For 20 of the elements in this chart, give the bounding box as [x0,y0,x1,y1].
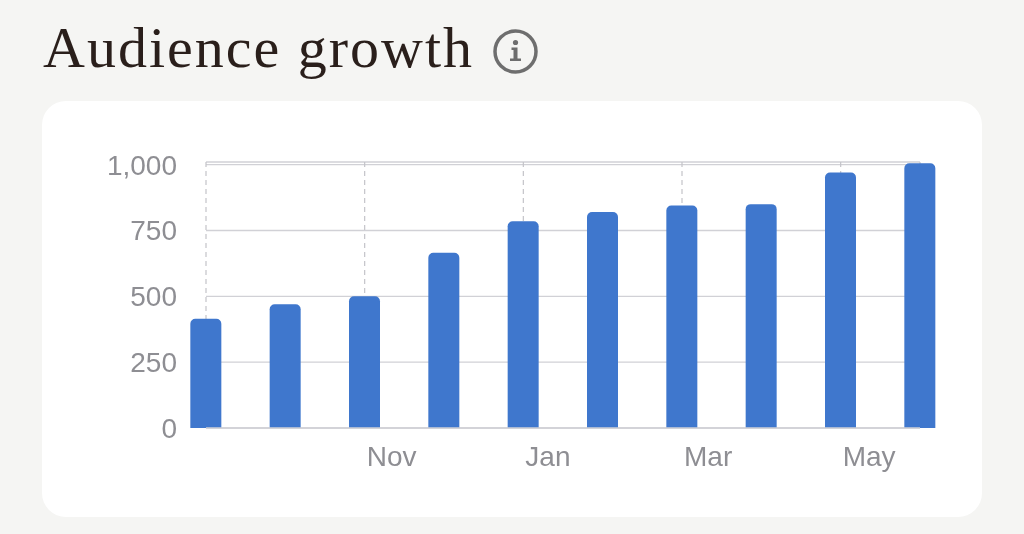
x-tick-label: Mar [684,441,733,472]
bar [190,318,222,428]
x-tick-label: Jan [525,441,571,472]
y-tick-label: 250 [130,347,177,379]
y-tick-label: 1,000 [106,149,177,181]
bar [587,212,618,428]
bar [904,163,936,428]
bar [428,252,460,428]
x-tick-label: May [842,441,896,472]
bar [745,204,777,428]
bar [507,221,539,428]
y-tick-label: 750 [130,215,177,247]
chart-title: Audience growth [43,15,475,80]
bar [349,296,380,428]
bar [825,172,856,428]
bar [666,205,698,428]
y-tick-label: 0 [161,412,177,444]
y-tick-label: 500 [130,281,177,313]
x-tick-label: Nov [366,441,417,472]
bar [269,304,301,428]
